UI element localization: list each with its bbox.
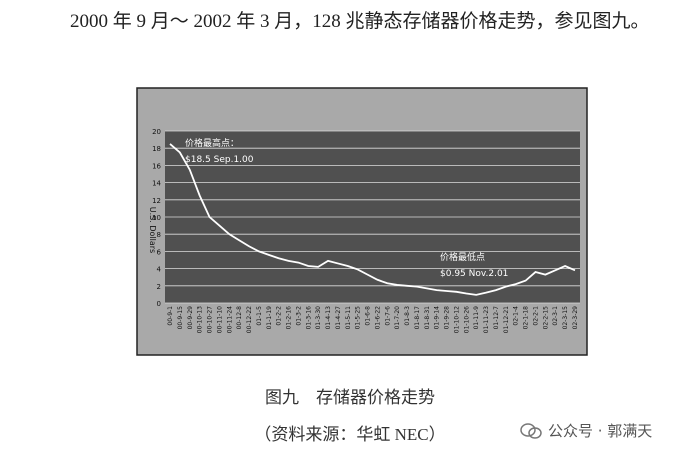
- watermark-text: 公众号 · 郭满天: [548, 422, 653, 440]
- annotation-text: $18.5 Sep.1.00: [185, 155, 254, 165]
- x-tick-label: 01-11-9: [473, 306, 480, 330]
- x-tick-label: 01-7-20: [394, 306, 401, 330]
- x-tick-label: 01-7-6: [384, 306, 391, 326]
- x-tick-label: 00-9-29: [187, 306, 194, 330]
- x-tick-label: 00-9-15: [177, 306, 184, 330]
- watermark: 公众号 · 郭满天: [520, 420, 652, 441]
- x-tick-label: 00-10-27: [207, 306, 214, 333]
- wechat-icon: [520, 422, 542, 439]
- x-tick-label: 01-5-25: [355, 306, 362, 330]
- x-tick-label: 00-12-8: [236, 306, 243, 330]
- x-tick-label: 01-10-12: [453, 306, 460, 333]
- x-tick-label: 00-9-1: [167, 306, 174, 326]
- x-tick-label: 00-10-13: [197, 306, 204, 333]
- y-tick-label: 8: [157, 231, 161, 239]
- x-tick-label: 01-8-31: [424, 306, 431, 330]
- x-tick-label: 01-9-14: [434, 306, 441, 330]
- y-tick-label: 2: [157, 283, 161, 291]
- y-tick-label: 4: [157, 266, 162, 274]
- y-tick-label: 0: [157, 300, 161, 308]
- y-tick-label: 20: [152, 128, 161, 136]
- x-tick-label: 01-11-23: [483, 306, 490, 333]
- x-tick-label: 01-3-16: [305, 306, 312, 330]
- annotation-title: 价格最高点：: [185, 137, 239, 149]
- y-tick-label: 16: [152, 162, 161, 170]
- x-tick-label: 01-1-5: [256, 306, 263, 326]
- x-tick-label: 02-3-29: [572, 306, 579, 330]
- price-line: [169, 143, 576, 296]
- x-tick-label: 01-5-11: [345, 306, 352, 330]
- x-tick-label: 01-12-7: [493, 306, 500, 330]
- x-tick-label: 01-8-17: [414, 306, 421, 330]
- x-tick-label: 00-11-10: [216, 306, 223, 333]
- x-tick-label: 01-2-16: [286, 306, 293, 330]
- source: （资料来源：华虹 NEC）: [254, 425, 446, 444]
- x-tick-label: 01-1-19: [266, 306, 273, 330]
- y-tick-label: 10: [152, 214, 161, 222]
- caption: 图九 存储器价格走势: [265, 388, 435, 407]
- annotation-title: 价格最低点: [440, 251, 485, 263]
- x-tick-label: 01-4-27: [335, 306, 342, 330]
- x-tick-label: 02-2-15: [542, 306, 549, 330]
- x-tick-label: 01-3-30: [315, 306, 322, 330]
- x-tick-label: 02-1-18: [523, 306, 530, 330]
- x-tick-label: 01-4-13: [325, 306, 332, 330]
- y-tick-label: 14: [152, 180, 161, 188]
- x-tick-label: 01-2-2: [276, 306, 283, 326]
- x-tick-label: 01-9-28: [444, 306, 451, 330]
- x-tick-label: 01-12-21: [503, 306, 510, 333]
- y-axis-label: U.S. Dollars: [148, 207, 157, 253]
- x-tick-label: 02-2-1: [532, 306, 539, 326]
- y-tick-label: 18: [152, 145, 161, 153]
- x-tick-label: 00-11-24: [226, 306, 233, 333]
- paragraph: 2000 年 9 月～ 2002 年 3 月，128 兆静态存储器价格走势，参见…: [70, 11, 650, 32]
- x-tick-label: 01-6-22: [374, 306, 381, 330]
- x-tick-label: 01-10-26: [463, 306, 470, 333]
- y-tick-label: 12: [152, 197, 161, 205]
- x-tick-label: 02-3-1: [552, 306, 559, 326]
- x-tick-label: 01-6-8: [365, 306, 372, 326]
- x-tick-label: 01-3-2: [295, 306, 302, 326]
- x-tick-label: 02-1-4: [513, 306, 520, 326]
- x-tick-label: 01-8-3: [404, 306, 411, 326]
- x-tick-label: 02-3-15: [562, 306, 569, 330]
- x-tick-label: 00-12-22: [246, 306, 253, 333]
- annotation-text: $0.95 Nov.2.01: [440, 269, 508, 279]
- y-tick-label: 6: [157, 248, 162, 256]
